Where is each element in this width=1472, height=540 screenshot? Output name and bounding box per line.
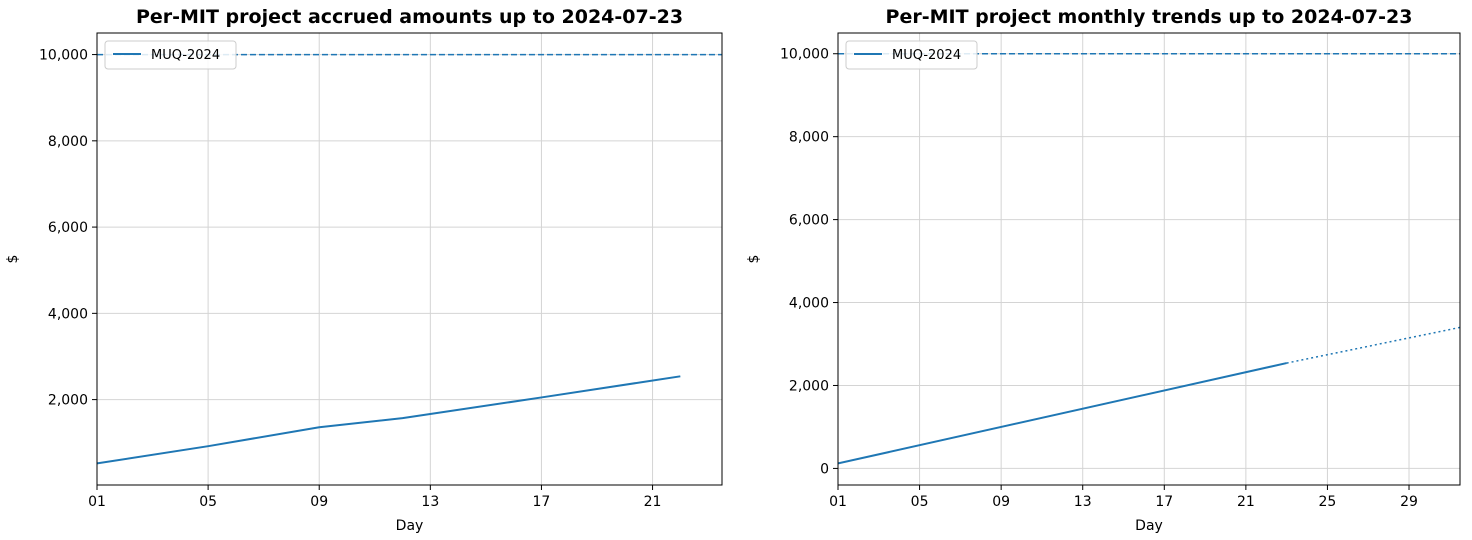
- chart1-y-tick-label: 8,000: [48, 134, 88, 150]
- chart2-x-tick-label: 13: [1074, 494, 1092, 510]
- chart1-x-tick-label: 21: [644, 494, 662, 510]
- chart1-legend-label: MUQ-2024: [151, 48, 220, 63]
- chart1-title: Per-MIT project accrued amounts up to 20…: [136, 6, 683, 28]
- chart2-x-axis-label: Day: [1135, 518, 1163, 534]
- chart1-x-tick-label: 17: [533, 494, 551, 510]
- chart2-group: 01 05 09 13 17 21 25 29 0 2,000 4,000 6,000 8,000 10,…: [746, 6, 1461, 534]
- chart1-series-line: [97, 375, 681, 465]
- chart1-y-tick-label: 6,000: [48, 220, 88, 236]
- chart2-legend-label: MUQ-2024: [892, 48, 961, 63]
- chart2-y-tick-label: 4,000: [789, 296, 829, 312]
- chart1-x-tick-label: 01: [88, 494, 106, 510]
- chart1-y-axis-label: $: [5, 255, 21, 264]
- chart2-y-tick-label: 10,000: [780, 47, 829, 63]
- chart2-x-tick-label: 29: [1400, 494, 1418, 510]
- chart1-frame: [96, 32, 723, 486]
- chart1-y-tick-label: 10,000: [39, 48, 88, 64]
- chart1-legend: MUQ-2024: [104, 40, 237, 70]
- chart1-x-axis-label: Day: [396, 518, 424, 534]
- chart2-y-tick-label: 2,000: [789, 378, 829, 394]
- chart2-x-tick-label: 01: [829, 494, 847, 510]
- chart2-legend-box: [845, 40, 978, 70]
- chart2-x-tick-label: 21: [1237, 494, 1255, 510]
- chart1-y-tick-label: 2,000: [48, 393, 88, 409]
- chart2-series-line: [838, 362, 1287, 465]
- chart1-group: 01 05 09 13 17 21 2,000 4,000 6,000 8,000 10,000 Pe…: [5, 6, 723, 534]
- chart2-frame: [837, 32, 1461, 486]
- chart1-x-tick-label: 05: [199, 494, 217, 510]
- chart2-legend: MUQ-2024: [845, 40, 978, 70]
- chart2-x-tick-label: 17: [1155, 494, 1173, 510]
- chart2-y-tick-label: 0: [820, 461, 829, 477]
- chart1-x-tick-label: 09: [310, 494, 328, 510]
- chart2-y-tick-label: 8,000: [789, 130, 829, 146]
- chart2-title: Per-MIT project monthly trends up to 202…: [886, 6, 1413, 28]
- chart1-legend-box: [104, 40, 237, 70]
- chart2-x-tick-label: 25: [1319, 494, 1337, 510]
- chart2-x-tick-label: 09: [992, 494, 1010, 510]
- chart2-y-axis-label: $: [746, 255, 762, 264]
- chart2-x-tick-label: 05: [911, 494, 929, 510]
- chart1-y-tick-label: 4,000: [48, 306, 88, 322]
- chart2-y-tick-label: 6,000: [789, 213, 829, 229]
- chart1-x-tick-label: 13: [421, 494, 439, 510]
